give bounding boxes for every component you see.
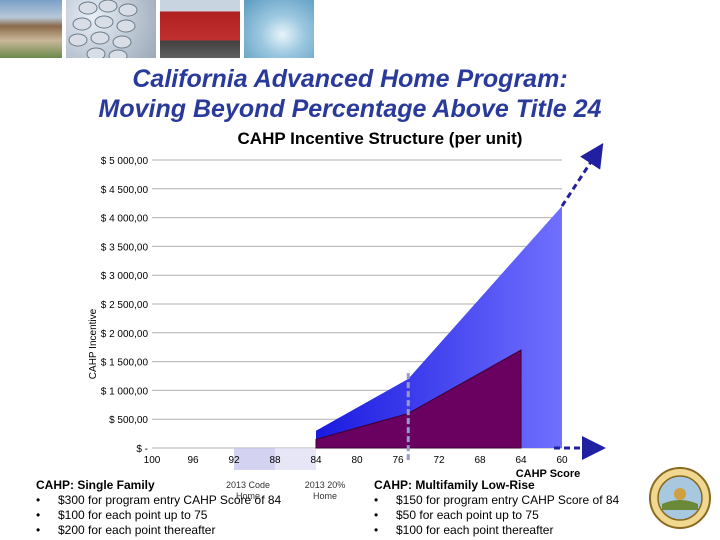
bullet: • xyxy=(36,493,41,507)
y-tick-label: $ 2 500,00 xyxy=(101,300,149,311)
y-tick-label: $ 4 500,00 xyxy=(101,185,149,196)
y-tick-label: $ - xyxy=(136,444,148,455)
note-code-home: 2013 Code Home xyxy=(225,480,271,501)
multifamily-heading: CAHP: Multifamily Low-Rise xyxy=(374,478,535,492)
arrow-up-icon xyxy=(560,143,604,207)
x-tick-label: 88 xyxy=(269,455,281,466)
single-family-bullet-3: $200 for each point thereafter xyxy=(58,523,216,537)
multifamily-bullet-1: $150 for program entry CAHP Score of 84 xyxy=(396,493,620,507)
list-item: • $100 for each point up to 75 xyxy=(36,508,306,523)
series-multifamily xyxy=(315,349,522,449)
code-home-band xyxy=(234,448,275,470)
x-axis-label: CAHP Score xyxy=(516,468,581,480)
y-tick-label: $ 1 000,00 xyxy=(101,386,149,397)
y-axis-label: CAHP Incentive xyxy=(88,308,99,379)
header-banner xyxy=(0,0,720,63)
multifamily-caption: CAHP: Multifamily Low-Rise • $150 for pro… xyxy=(374,478,644,538)
single-family-heading: CAHP: Single Family xyxy=(36,478,155,492)
phone-keypad-photo xyxy=(66,0,156,63)
x-tick-label: 64 xyxy=(515,455,527,466)
x-tick-label: 80 xyxy=(351,455,363,466)
x-tick-label: 60 xyxy=(556,455,568,466)
keypad-icon xyxy=(68,0,138,63)
list-item: • $50 for each point up to 75 xyxy=(374,508,644,523)
house-photo xyxy=(0,0,62,58)
single-family-caption: CAHP: Single Family • $300 for program en… xyxy=(36,478,306,538)
y-tick-label: $ 1 500,00 xyxy=(101,358,149,369)
note-20-home: 2013 20% Home xyxy=(304,480,346,501)
single-family-bullet-2: $100 for each point up to 75 xyxy=(58,508,208,522)
bullet: • xyxy=(374,523,379,537)
list-item: • $100 for each point thereafter xyxy=(374,523,644,538)
multifamily-bullet-3: $100 for each point thereafter xyxy=(396,523,554,537)
x-tick-label: 92 xyxy=(228,455,240,466)
x-tick-label: 76 xyxy=(392,455,404,466)
bullet: • xyxy=(374,493,379,507)
bullet: • xyxy=(36,523,41,537)
y-tick-label: $ 3 000,00 xyxy=(101,271,149,282)
water-drop-photo xyxy=(244,0,314,58)
y-tick-label: $ 500,00 xyxy=(109,415,148,426)
multifamily-bullet-2: $50 for each point up to 75 xyxy=(396,508,539,522)
page-title-line2: Moving Beyond Percentage Above Title 24 xyxy=(98,95,602,123)
y-tick-label: $ 4 000,00 xyxy=(101,214,149,225)
y-tick-label: $ 5 000,00 xyxy=(101,156,149,167)
train-photo xyxy=(160,0,240,58)
state-seal-icon xyxy=(648,466,712,535)
bullet: • xyxy=(36,508,41,522)
x-tick-label: 96 xyxy=(187,455,199,466)
x-tick-label: 84 xyxy=(310,455,322,466)
y-tick-label: $ 3 500,00 xyxy=(101,242,149,253)
x-tick-label: 100 xyxy=(144,455,161,466)
list-item: • $150 for program entry CAHP Score of 84 xyxy=(374,493,644,508)
page-title-line1: California Advanced Home Program: xyxy=(132,65,568,93)
chart-subtitle: CAHP Incentive Structure (per unit) xyxy=(237,129,523,148)
x-tick-label: 72 xyxy=(433,455,445,466)
list-item: • $300 for program entry CAHP Score of 84 xyxy=(36,493,306,508)
x-tick-label: 68 xyxy=(474,455,486,466)
y-tick-label: $ 2 000,00 xyxy=(101,329,149,340)
bullet: • xyxy=(374,508,379,522)
code-home-band-light xyxy=(275,448,316,470)
list-item: • $200 for each point thereafter xyxy=(36,523,306,538)
single-family-bullet-1: $300 for program entry CAHP Score of 84 xyxy=(58,493,282,507)
